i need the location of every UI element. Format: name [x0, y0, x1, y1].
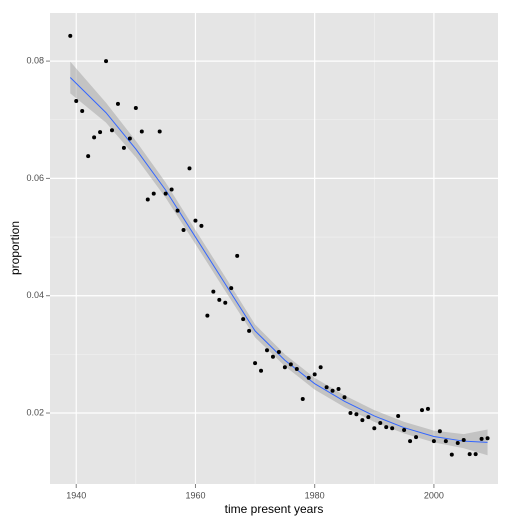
smooth-line — [69, 77, 488, 443]
point — [74, 98, 79, 103]
point — [479, 436, 484, 441]
point — [68, 33, 73, 38]
point — [330, 388, 335, 393]
point — [467, 452, 472, 457]
x-tick-label: 1980 — [305, 490, 325, 500]
point — [348, 411, 353, 416]
x-tick-label: 2000 — [424, 490, 444, 500]
point — [354, 412, 359, 417]
y-tick-label: 0.04 — [26, 290, 44, 300]
point — [300, 396, 305, 401]
point — [276, 350, 281, 355]
point — [229, 286, 234, 291]
y-tick-label: 0.06 — [26, 173, 44, 183]
point — [425, 406, 430, 411]
point — [98, 130, 103, 135]
point — [461, 438, 466, 443]
point — [485, 436, 490, 441]
point — [163, 191, 168, 196]
point — [288, 362, 293, 367]
point — [157, 129, 162, 134]
point — [121, 145, 126, 150]
point — [396, 413, 401, 418]
point — [408, 439, 413, 444]
point — [402, 428, 407, 433]
point — [193, 218, 198, 223]
point — [86, 154, 91, 159]
point — [419, 408, 424, 413]
point — [253, 361, 258, 366]
point — [133, 106, 138, 111]
y-tick-label: 0.08 — [26, 55, 44, 65]
point — [378, 420, 383, 425]
point — [115, 101, 120, 106]
point — [384, 425, 389, 430]
point — [104, 59, 109, 64]
point — [372, 426, 377, 431]
point — [211, 289, 216, 294]
x-tick-label: 1940 — [66, 490, 86, 500]
point — [449, 452, 454, 457]
point — [145, 197, 150, 202]
point — [455, 440, 460, 445]
x-tick-label: 1960 — [185, 490, 205, 500]
point — [169, 187, 174, 192]
point — [175, 208, 180, 213]
point — [247, 328, 252, 333]
point — [109, 128, 114, 133]
point — [235, 253, 240, 258]
point — [187, 166, 192, 171]
point — [431, 439, 436, 444]
point — [259, 368, 264, 373]
point — [92, 135, 97, 140]
point — [294, 367, 299, 372]
point — [223, 300, 228, 305]
point — [264, 348, 269, 353]
point — [217, 297, 222, 302]
point — [270, 354, 275, 359]
point — [282, 365, 287, 370]
point — [205, 313, 210, 318]
point — [181, 228, 186, 233]
point — [414, 435, 419, 440]
point — [366, 415, 371, 420]
point — [437, 429, 442, 434]
point — [312, 372, 317, 377]
point — [324, 385, 329, 390]
point — [127, 136, 132, 141]
point — [443, 439, 448, 444]
x-axis-title: time present years — [225, 502, 324, 516]
point — [139, 129, 144, 134]
point — [390, 426, 395, 431]
panel — [50, 13, 498, 484]
point — [151, 191, 156, 196]
point — [342, 395, 347, 400]
point — [306, 375, 311, 380]
point — [80, 108, 85, 113]
y-tick-label: 0.02 — [26, 407, 44, 417]
point — [199, 223, 204, 228]
point — [241, 317, 246, 322]
point — [318, 365, 323, 370]
point — [336, 386, 341, 391]
point — [473, 452, 478, 457]
y-axis-title: proportion — [8, 221, 22, 275]
point — [360, 418, 365, 423]
